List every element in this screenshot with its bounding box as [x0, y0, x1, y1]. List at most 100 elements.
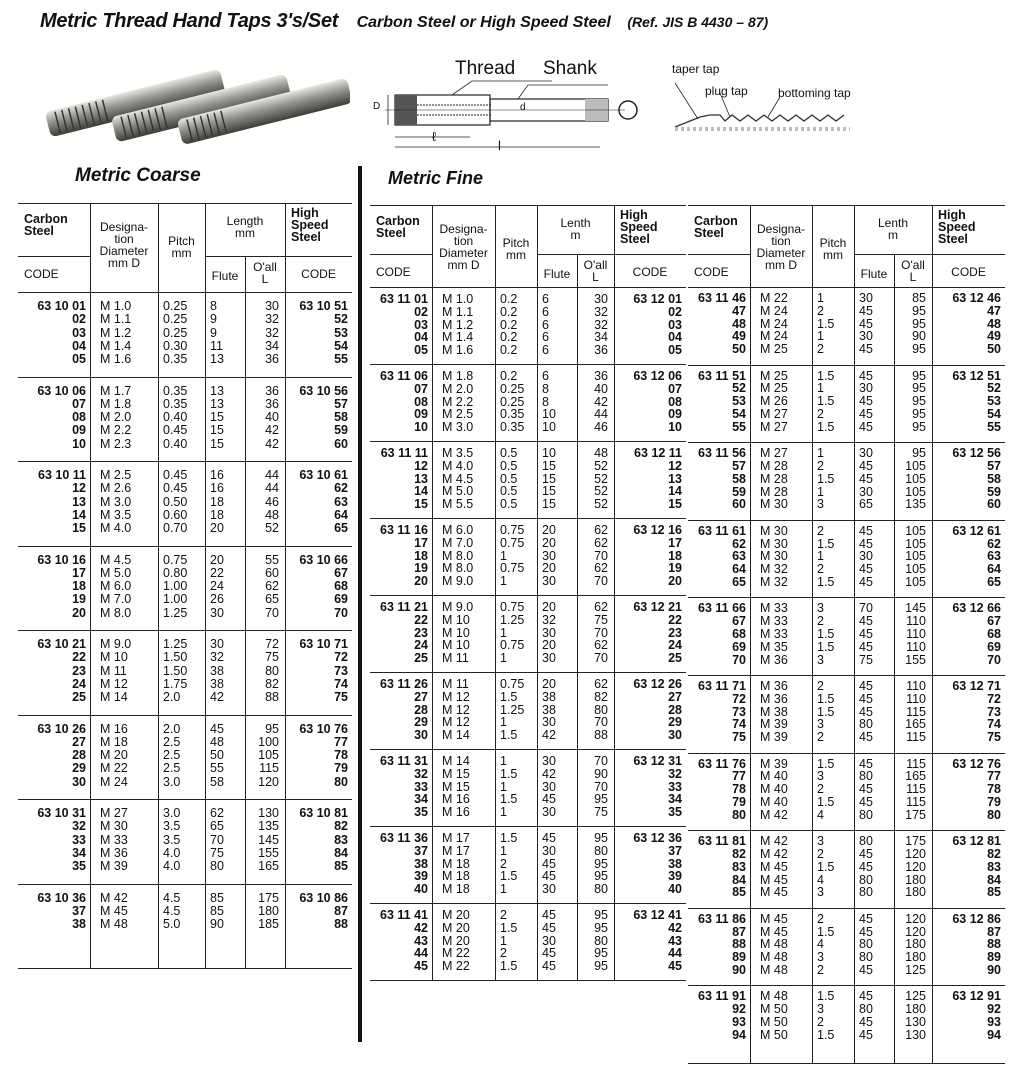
- flute-length: 45: [859, 407, 873, 421]
- column-divider: [432, 205, 433, 980]
- hss-code: 83: [334, 832, 348, 847]
- pitch: 0.35: [163, 352, 188, 367]
- overall-length: 70: [265, 605, 279, 620]
- flute-length: 70: [210, 832, 224, 847]
- hss-code: 03: [668, 317, 682, 332]
- designation: M 30: [760, 536, 788, 551]
- overall-length: 48: [265, 507, 279, 522]
- overall-length: 95: [594, 908, 608, 922]
- carbon-steel-code: 63 10 16: [37, 552, 86, 567]
- group-separator: [18, 968, 352, 969]
- overall-length: 65: [265, 592, 279, 607]
- flute-length: 45: [859, 847, 873, 861]
- overall-length: 110: [906, 614, 926, 629]
- group-separator: [688, 519, 1005, 521]
- hss-code: 63 12 76: [952, 756, 1001, 771]
- hss-code: 10: [668, 420, 682, 435]
- flute-length: 15: [542, 484, 556, 499]
- flute-length: 45: [859, 562, 873, 577]
- overall-length: 125: [905, 989, 926, 1004]
- carbon-steel-code: 93: [732, 1015, 746, 1029]
- section-title-coarse: Metric Coarse: [75, 165, 201, 186]
- carbon-steel-code: 80: [732, 807, 746, 822]
- flute-length: 45: [859, 459, 873, 473]
- carbon-steel-code: 29: [72, 761, 86, 776]
- hss-code: 15: [668, 497, 682, 512]
- overall-length: 36: [594, 343, 608, 358]
- flute-length: 80: [859, 834, 873, 849]
- flute-length: 80: [859, 937, 873, 952]
- carbon-steel-code: 27: [414, 689, 428, 704]
- pitch: 1.5: [817, 795, 835, 809]
- overall-length: 34: [265, 338, 279, 353]
- hss-code: 18: [668, 548, 682, 563]
- designation: M 39: [760, 756, 788, 771]
- carbon-steel-code: 13: [414, 471, 428, 486]
- carbon-steel-code: 77: [732, 769, 746, 784]
- overall-length: 62: [594, 561, 608, 576]
- flute-length: 80: [859, 950, 873, 965]
- hss-code: 17: [668, 535, 682, 550]
- hss-code: 50: [987, 342, 1001, 357]
- pitch: 1: [500, 574, 507, 589]
- pitch: 0.5: [500, 446, 518, 460]
- carbon-steel-code: 45: [414, 959, 428, 974]
- designation: M 10: [442, 638, 470, 653]
- title-material: Carbon Steel or High Speed Steel: [356, 14, 611, 31]
- overall-length: 130: [905, 1027, 926, 1042]
- hss-code: 63 12 61: [952, 523, 1001, 538]
- plug-tap-label: plug tap: [705, 84, 748, 98]
- designation: M 20: [100, 748, 128, 763]
- flute-length: 45: [859, 419, 873, 434]
- carbon-steel-code: 63 11 56: [698, 446, 746, 461]
- hss-code: 73: [987, 704, 1001, 719]
- hss-code: 63 12 21: [633, 600, 682, 614]
- hss-code: 65: [334, 521, 348, 536]
- hss-code: 63 10 61: [299, 468, 348, 482]
- pitch: 3: [817, 717, 824, 732]
- tap-3: [177, 78, 350, 144]
- taps-photo: [46, 69, 350, 144]
- header-top-border: [688, 205, 1005, 206]
- pitch: 2: [500, 908, 507, 922]
- header-flute: Flute: [860, 267, 888, 281]
- overall-length: 95: [912, 446, 926, 461]
- flute-length: 30: [542, 715, 556, 730]
- flute-length: 20: [542, 638, 556, 653]
- designation: M 1.4: [100, 338, 132, 353]
- column-divider: [854, 205, 855, 1063]
- title-reference: (Ref. JIS B 4430 – 87): [627, 14, 769, 30]
- table-fine-1: Carbon Steel CODE Designa- tion Diameter m…: [370, 205, 686, 984]
- pitch: 0.75: [500, 535, 525, 550]
- flute-length: 45: [859, 536, 873, 551]
- pitch: 4: [817, 807, 824, 822]
- designation: M 14: [100, 690, 128, 705]
- pitch: 2: [817, 562, 824, 577]
- hss-code: 62: [334, 481, 348, 496]
- designation: M 2.0: [100, 410, 132, 425]
- overall-length: 145: [258, 832, 279, 847]
- section-divider: [358, 166, 362, 1042]
- pitch: 0.25: [500, 381, 525, 396]
- designation: M 17: [442, 843, 470, 858]
- hss-code: 23: [668, 625, 682, 640]
- hss-code: 80: [334, 774, 348, 789]
- group-separator: [18, 883, 352, 885]
- designation: M 42: [100, 890, 128, 905]
- overall-length: 42: [265, 423, 279, 438]
- hss-code: 89: [987, 950, 1001, 965]
- carbon-steel-code: 24: [414, 638, 428, 653]
- pitch: 0.50: [163, 494, 188, 509]
- hss-code: 44: [668, 946, 682, 961]
- carbon-steel-code: 13: [72, 494, 86, 509]
- carbon-steel-code: 24: [72, 676, 86, 691]
- flute-length: 20: [542, 535, 556, 550]
- designation: M 42: [760, 834, 788, 849]
- designation: M 16: [442, 792, 470, 807]
- pitch: 0.2: [500, 317, 518, 332]
- designation: M 33: [760, 627, 788, 641]
- flute-length: 45: [542, 959, 556, 974]
- overall-length: 95: [594, 920, 608, 935]
- carbon-steel-code: 82: [732, 847, 746, 861]
- carbon-steel-code: 35: [72, 859, 86, 874]
